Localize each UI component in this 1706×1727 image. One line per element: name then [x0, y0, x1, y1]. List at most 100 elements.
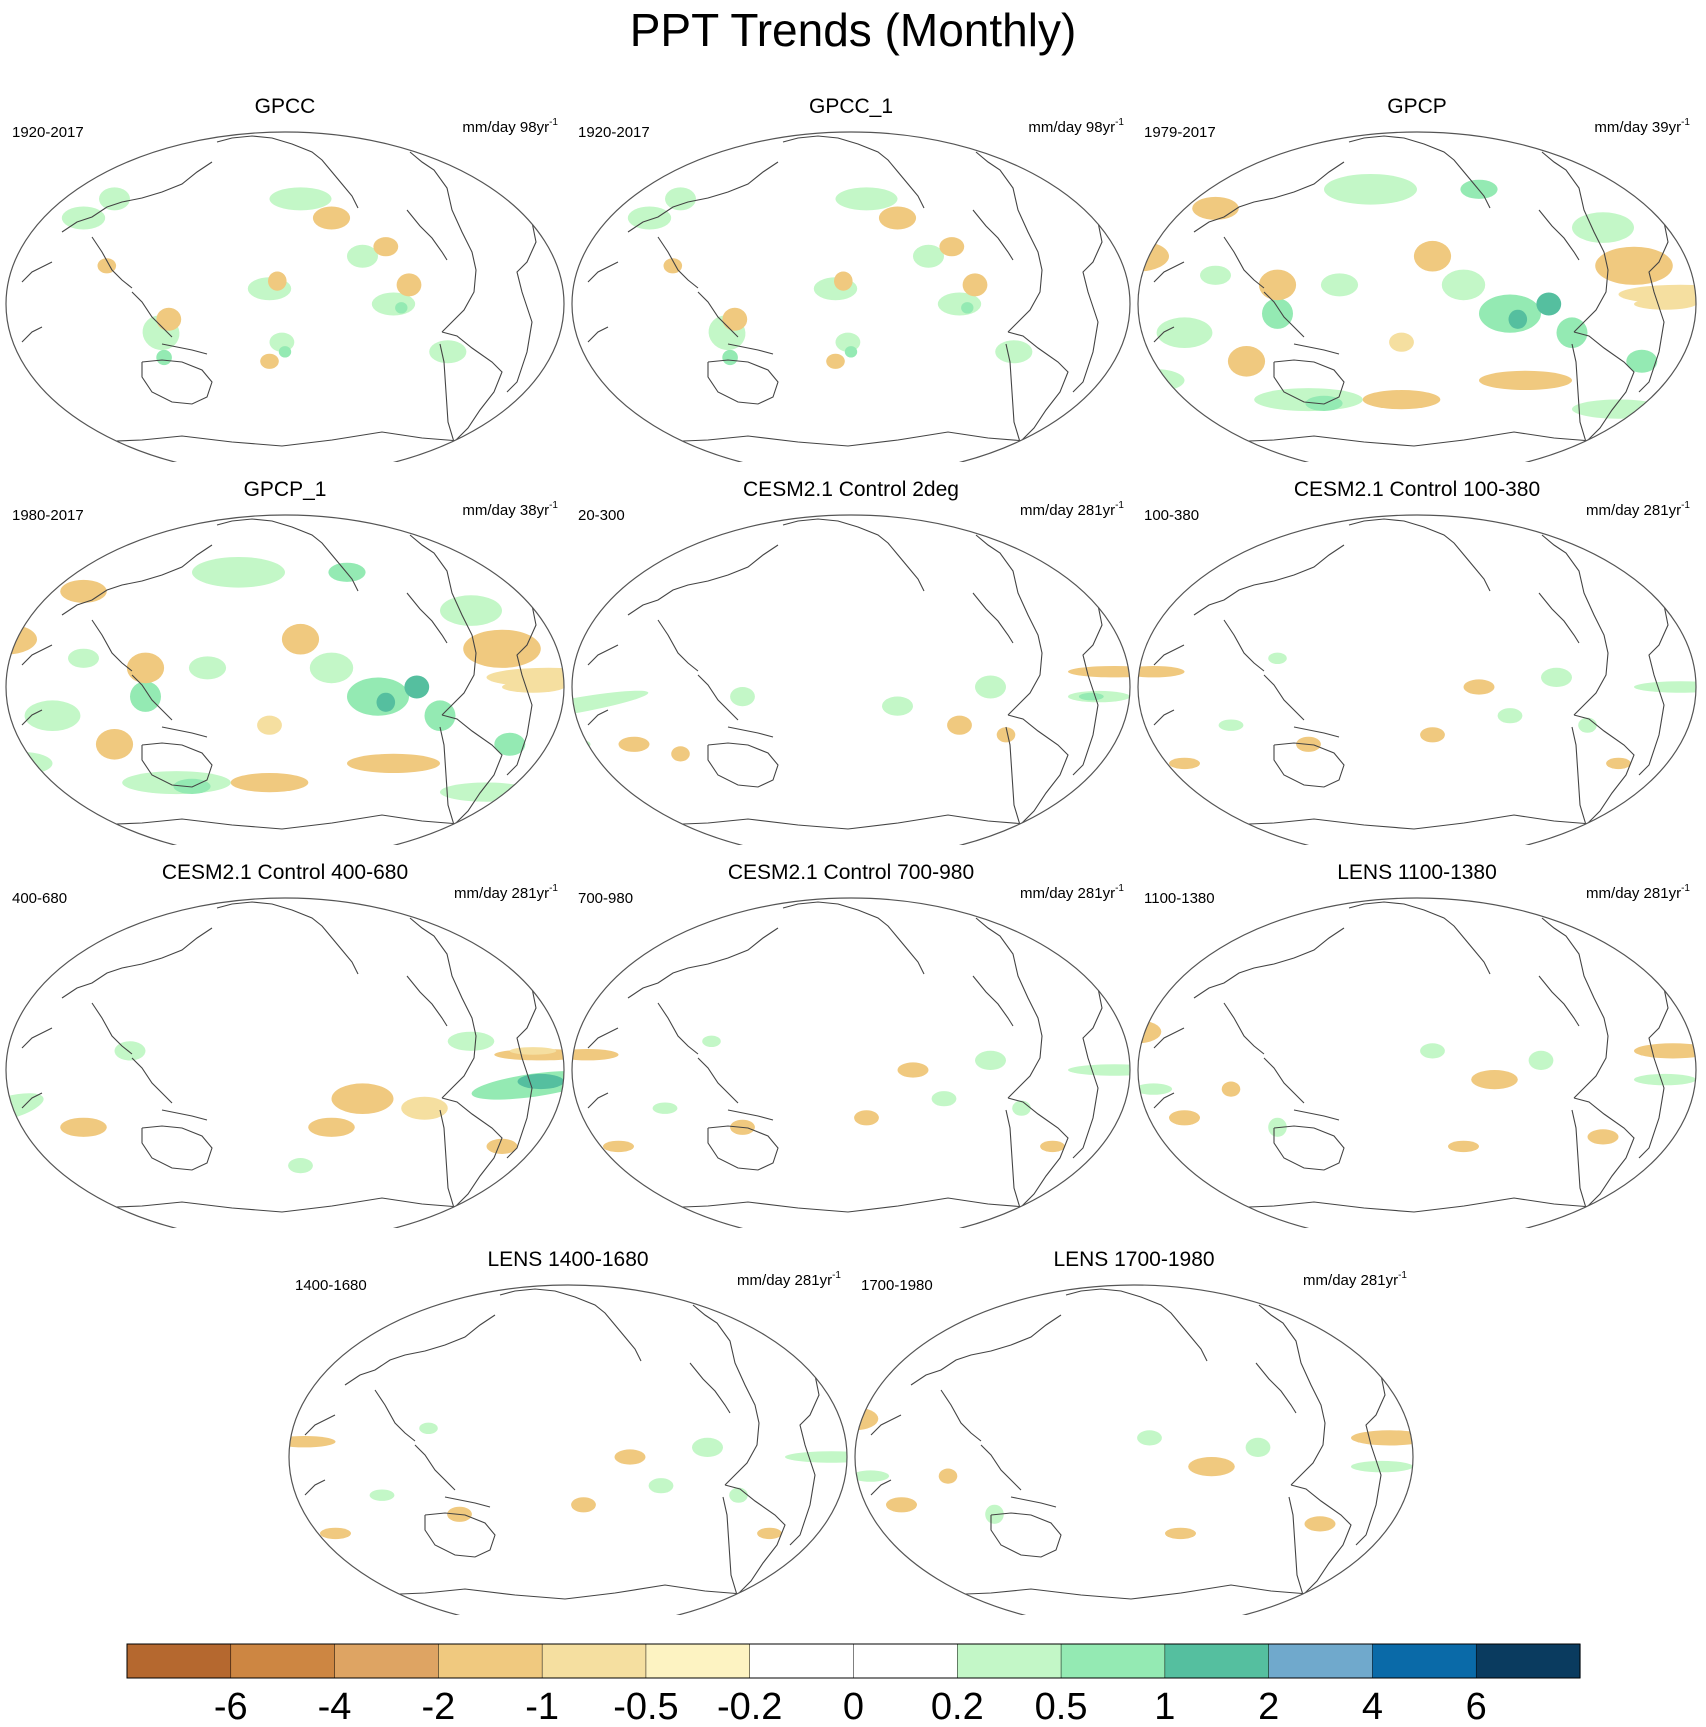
panel-units-base: mm/day 281yr — [1020, 502, 1116, 519]
coastline-path — [409, 151, 477, 333]
map-border — [571, 514, 1131, 845]
trend-contour — [1324, 174, 1417, 205]
trend-contour — [996, 727, 1016, 743]
trend-contour — [1420, 1043, 1445, 1059]
coastline-path — [1065, 1288, 1208, 1362]
panel-units-exponent: -1 — [1115, 117, 1124, 128]
trend-contour — [603, 1140, 634, 1153]
coastline-path — [907, 132, 989, 153]
trend-contour — [834, 271, 853, 291]
coastline-path — [406, 209, 448, 261]
map-panel-lens-1700-1980: LENS 1700-1980 1700-1980 mm/day 281yr-1 — [851, 1245, 1417, 1615]
coastline-path — [1153, 1092, 1175, 1109]
coastline-path — [980, 1444, 1022, 1491]
trend-contour — [1012, 1100, 1031, 1116]
trend-contour — [1218, 719, 1244, 731]
coastline-path — [1223, 1002, 1265, 1055]
trend-contour — [1156, 317, 1213, 348]
trend-contour — [1165, 1527, 1196, 1540]
trend-contour — [1258, 269, 1297, 301]
coastline-path — [1153, 644, 1185, 666]
trend-contour — [938, 1468, 958, 1484]
coastline-path — [1223, 1197, 1605, 1213]
coastline-path — [216, 901, 359, 975]
panel-units-base: mm/day 281yr — [737, 1272, 833, 1289]
trend-contour — [844, 346, 858, 358]
panel-title: CESM2.1 Control 400-680 — [161, 861, 409, 884]
coastline-path — [406, 975, 448, 1027]
trend-contour — [404, 675, 430, 699]
trend-contour — [1351, 1430, 1413, 1446]
trend-contour — [571, 1497, 596, 1513]
trend-contour — [572, 1049, 619, 1061]
coastline-path — [374, 1584, 756, 1600]
trend-contours — [1138, 174, 1696, 419]
coastline-path — [972, 975, 1014, 1027]
coastline-path — [1153, 326, 1175, 343]
colorbar-tick-label: 4 — [1362, 1686, 1383, 1727]
coastlines — [587, 132, 1103, 447]
trend-contour — [1040, 1140, 1065, 1153]
trend-contour — [60, 1117, 107, 1137]
coastline-path — [657, 1197, 1039, 1213]
coastline-path — [91, 1002, 133, 1055]
panel-units-base: mm/day 98yr — [462, 119, 550, 136]
trend-contour — [1541, 667, 1572, 687]
coastline-path — [697, 291, 739, 338]
coastline-path — [972, 209, 1014, 261]
trend-contour — [440, 595, 502, 626]
trend-contour — [1441, 269, 1486, 301]
panel-title: LENS 1700-1980 — [1053, 1248, 1215, 1271]
trend-contour — [257, 715, 282, 735]
trend-contours — [627, 187, 1033, 369]
panel-units-exponent: -1 — [1681, 500, 1690, 511]
trend-contour — [1245, 1437, 1271, 1457]
trend-contour — [192, 557, 285, 588]
panel-units-base: mm/day 281yr — [1020, 885, 1116, 902]
coastline-path — [587, 326, 609, 343]
coastlines — [870, 1285, 1386, 1600]
trend-contour — [730, 687, 755, 707]
coastline-path — [1348, 901, 1491, 975]
trend-contour — [1227, 346, 1266, 377]
coastline-path — [782, 518, 925, 592]
colorbar-tick-label: 0.2 — [931, 1686, 984, 1727]
trend-contour — [835, 187, 898, 211]
coastline-path — [657, 619, 699, 672]
panel-period: 100-380 — [1144, 507, 1200, 524]
panel-period: 20-300 — [578, 507, 625, 524]
trend-contour — [975, 1050, 1006, 1070]
trend-contour — [897, 1062, 929, 1078]
trend-contour — [757, 1527, 782, 1540]
panel-units-exponent: -1 — [549, 117, 558, 128]
coastline-path — [907, 898, 989, 919]
coastline-path — [444, 1496, 491, 1508]
coastline-path — [1005, 714, 1069, 827]
coastline-path — [1263, 291, 1305, 338]
coastline-path — [692, 1304, 760, 1486]
trend-contour — [156, 349, 172, 366]
trend-contour — [692, 1437, 723, 1457]
trend-contour — [309, 652, 354, 684]
trend-contour — [320, 1527, 351, 1540]
map-border — [1137, 897, 1697, 1228]
coastline-path — [1293, 343, 1340, 355]
trend-contour — [962, 273, 988, 297]
panel-units: mm/day 281yr-1 — [737, 1270, 841, 1289]
colorbar-tick-label: 6 — [1466, 1686, 1487, 1727]
trend-contour — [1192, 196, 1239, 220]
trend-contour — [1262, 298, 1293, 329]
panel-units-base: mm/day 39yr — [1594, 119, 1682, 136]
trend-contour — [288, 1158, 313, 1174]
coastline-path — [587, 709, 609, 726]
trend-contour — [1188, 1457, 1235, 1477]
panel-period: 1920-2017 — [12, 124, 84, 141]
coastline-path — [689, 1362, 731, 1414]
coastline-path — [910, 1314, 1062, 1386]
coastline-path — [409, 917, 477, 1099]
trend-contour — [627, 206, 672, 230]
panel-period: 1400-1680 — [295, 1277, 367, 1294]
trend-contour — [665, 187, 696, 211]
trend-contour — [1138, 666, 1185, 678]
panel-period: 400-680 — [12, 890, 68, 907]
